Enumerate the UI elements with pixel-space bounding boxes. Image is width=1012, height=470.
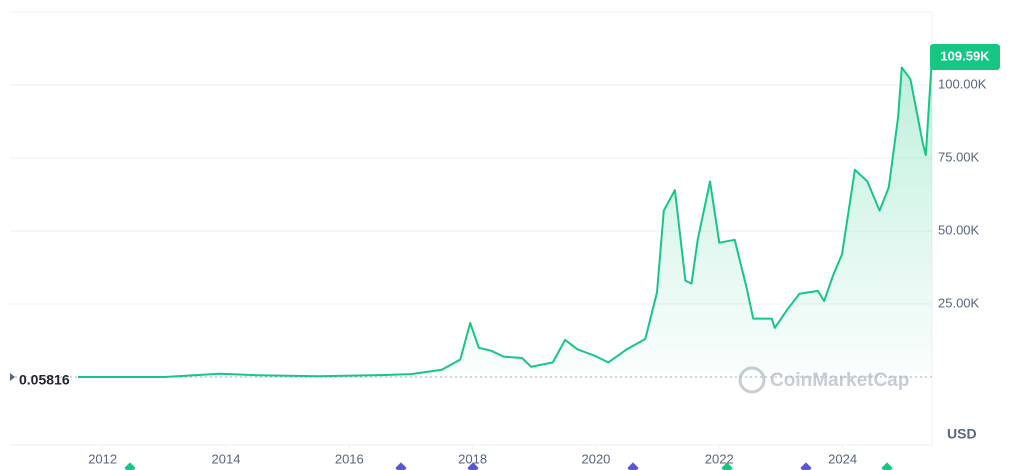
start-price-label: 0.05816 [19,372,70,388]
price-line [78,56,933,378]
current-price-label: 109.59K [940,48,990,63]
y-tick-label: 100.00K [938,76,987,91]
start-marker [10,372,15,381]
y-tick-label: 25.00K [938,295,980,310]
x-tick-label: 2024 [828,451,857,466]
area [78,57,932,377]
currency-label: USD [947,426,977,442]
x-tick-label: 2020 [581,451,610,466]
event-markers [124,462,893,470]
x-tick-label: 2012 [88,451,117,466]
y-tick-label: 75.00K [938,149,980,164]
x-tick-label: 2014 [212,451,241,466]
x-tick-label: 2016 [335,451,364,466]
x-tick-label: 2022 [705,451,734,466]
y-tick-label: 50.00K [938,222,980,237]
current-price-tag [930,43,1000,70]
x-tick-label: 2018 [458,451,487,466]
